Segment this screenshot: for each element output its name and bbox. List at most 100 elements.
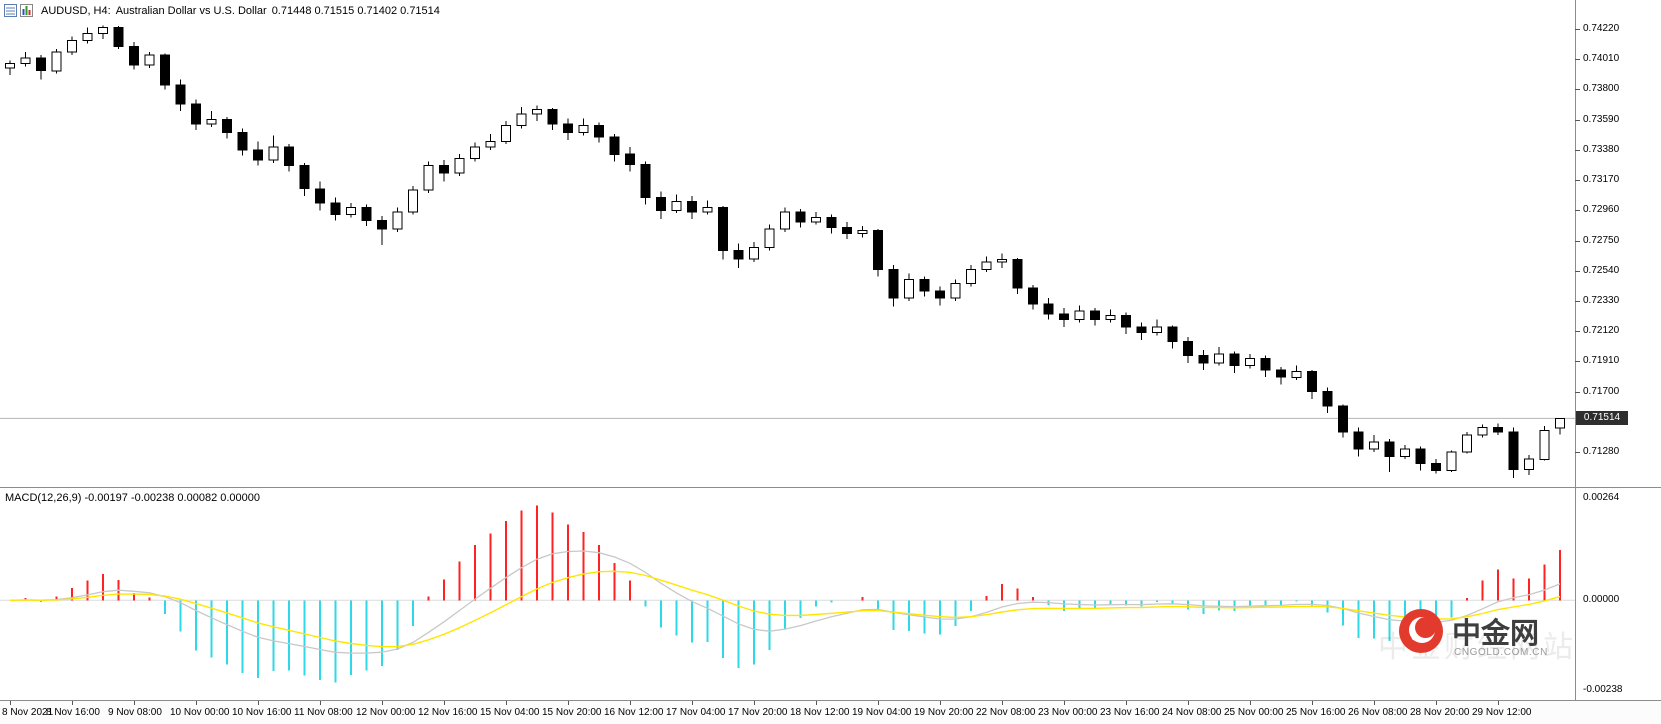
time-axis-tick	[506, 701, 507, 705]
time-axis-label: 18 Nov 12:00	[790, 707, 850, 718]
time-axis-tick	[320, 701, 321, 705]
time-axis-tick	[1064, 701, 1065, 705]
time-axis-label: 17 Nov 20:00	[728, 707, 788, 718]
candlestick-chart-icon[interactable]	[20, 4, 33, 17]
time-axis-tick	[1374, 701, 1375, 705]
axis-label: 0.71700	[1583, 386, 1620, 397]
axis-tick	[1575, 331, 1580, 332]
axis-label: 0.00264	[1583, 492, 1620, 503]
time-axis-label: 15 Nov 04:00	[480, 707, 540, 718]
axis-label: 0.73380	[1583, 144, 1620, 155]
time-axis-tick	[1312, 701, 1313, 705]
time-axis-tick	[1250, 701, 1251, 705]
signal-line	[9, 570, 1561, 648]
price-axis[interactable]: 0.74220 0.74010 0.73800 0.73590 0.73380 0.731…	[1575, 0, 1661, 723]
axis-label: 0.72120	[1583, 325, 1620, 336]
chart-title-bar: AUDUSD, H4: Australian Dollar vs U.S. Do…	[4, 3, 440, 18]
axis-label: 0.71280	[1583, 446, 1620, 457]
time-axis-label: 12 Nov 16:00	[418, 707, 478, 718]
time-axis-label: 23 Nov 00:00	[1038, 707, 1098, 718]
axis-tick	[1575, 301, 1580, 302]
current-price-badge: 0.71514	[1576, 411, 1628, 425]
time-axis-tick	[754, 701, 755, 705]
axis-label: 0.74220	[1583, 23, 1620, 34]
time-axis-label: 24 Nov 08:00	[1162, 707, 1222, 718]
axis-tick	[1575, 180, 1580, 181]
time-axis-label: 10 Nov 16:00	[232, 707, 292, 718]
time-axis-tick	[444, 701, 445, 705]
time-axis-label: 26 Nov 08:00	[1348, 707, 1408, 718]
chart-grid-icon[interactable]	[4, 4, 17, 17]
axis-tick	[1575, 392, 1580, 393]
time-axis-tick	[258, 701, 259, 705]
chart-symbol-description: Australian Dollar vs U.S. Dollar	[115, 4, 267, 17]
time-axis-label: 25 Nov 00:00	[1224, 707, 1284, 718]
time-axis-label: 16 Nov 12:00	[604, 707, 664, 718]
time-axis-tick	[72, 701, 73, 705]
time-axis-tick	[816, 701, 817, 705]
axis-tick	[1575, 452, 1580, 453]
time-axis-label: 17 Nov 04:00	[666, 707, 726, 718]
time-axis-label: 9 Nov 08:00	[108, 707, 162, 718]
cngold-wordmark: 中金网	[1452, 618, 1540, 650]
time-axis-tick	[692, 701, 693, 705]
axis-tick	[1575, 361, 1580, 362]
time-axis-label: 8 Nov 2021	[2, 707, 54, 718]
time-axis-tick	[568, 701, 569, 705]
time-axis-label: 11 Nov 08:00	[294, 707, 353, 718]
time-axis-tick	[10, 701, 11, 705]
time-axis[interactable]: 8 Nov 2021 8 Nov 16:00 9 Nov 08:00 10 Nov 0…	[0, 700, 1661, 724]
time-axis-label: 8 Nov 16:00	[46, 707, 100, 718]
time-axis-tick	[878, 701, 879, 705]
price-chart-plot[interactable]	[0, 0, 1575, 487]
time-axis-tick	[1498, 701, 1499, 705]
axis-label: 0.73590	[1583, 114, 1620, 125]
axis-tick	[1575, 271, 1580, 272]
time-axis-tick	[1002, 701, 1003, 705]
time-axis-tick	[630, 701, 631, 705]
axis-label: 0.72330	[1583, 295, 1620, 306]
macd-indicator-plot[interactable]	[0, 488, 1575, 700]
axis-label: 0.72750	[1583, 235, 1620, 246]
axis-tick	[1575, 29, 1580, 30]
time-axis-tick	[1126, 701, 1127, 705]
time-axis-tick	[940, 701, 941, 705]
axis-tick	[1575, 241, 1580, 242]
time-axis-label: 28 Nov 20:00	[1410, 707, 1470, 718]
macd-histogram	[24, 505, 1561, 683]
axis-label: 0.71910	[1583, 355, 1620, 366]
axis-tick	[1575, 89, 1580, 90]
axis-label: 0.00000	[1583, 594, 1620, 605]
candles-layer	[5, 25, 1565, 478]
axis-label: 0.72540	[1583, 265, 1620, 276]
axis-label: -0.00238	[1583, 684, 1623, 695]
time-axis-label: 19 Nov 04:00	[852, 707, 912, 718]
time-axis-label: 12 Nov 00:00	[356, 707, 416, 718]
axis-label: 0.73800	[1583, 83, 1620, 94]
cngold-logo-icon	[1399, 609, 1443, 653]
chart-ohlc-values: 0.71448 0.71515 0.71402 0.71514	[271, 4, 440, 17]
axis-label: 0.73170	[1583, 174, 1620, 185]
axis-tick	[1575, 120, 1580, 121]
time-axis-label: 29 Nov 12:00	[1472, 707, 1532, 718]
time-axis-label: 10 Nov 00:00	[170, 707, 230, 718]
time-axis-tick	[1436, 701, 1437, 705]
macd-indicator-label: MACD(12,26,9) -0.00197 -0.00238 0.00082 …	[5, 492, 261, 504]
time-axis-tick	[196, 701, 197, 705]
axis-tick	[1575, 150, 1580, 151]
macd-line	[9, 550, 1561, 654]
time-axis-label: 25 Nov 16:00	[1286, 707, 1346, 718]
time-axis-tick	[382, 701, 383, 705]
time-axis-tick	[1188, 701, 1189, 705]
time-axis-label: 23 Nov 16:00	[1100, 707, 1160, 718]
axis-label: 0.72960	[1583, 204, 1620, 215]
cngold-domain: CNGOLD.COM.CN	[1454, 647, 1548, 658]
time-axis-label: 19 Nov 20:00	[914, 707, 974, 718]
axis-label: 0.74010	[1583, 53, 1620, 64]
axis-tick	[1575, 210, 1580, 211]
axis-tick	[1575, 59, 1580, 60]
time-axis-label: 15 Nov 20:00	[542, 707, 602, 718]
panel-divider[interactable]	[0, 487, 1661, 488]
chart-symbol-period: AUDUSD, H4:	[41, 4, 111, 17]
